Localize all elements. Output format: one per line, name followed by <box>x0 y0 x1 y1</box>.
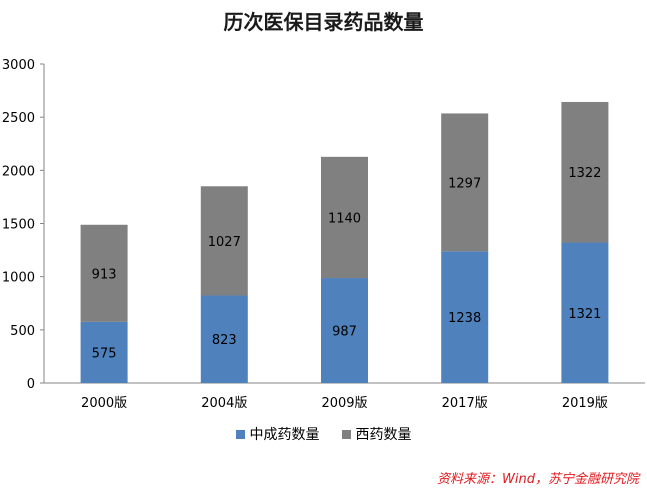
x-tick-label: 2019版 <box>562 396 608 411</box>
bar-segment <box>80 321 128 383</box>
data-label: 1322 <box>568 166 601 181</box>
y-tick-label: 0 <box>27 377 35 392</box>
data-label: 1140 <box>328 211 361 226</box>
data-label: 987 <box>332 325 357 340</box>
legend-label-chinese-medicine: 中成药数量 <box>249 427 320 443</box>
y-tick-label: 500 <box>10 324 35 339</box>
y-tick-label: 3000 <box>2 58 35 73</box>
bar-segment <box>561 242 609 383</box>
data-label: 1238 <box>448 311 481 326</box>
x-tick-label: 2009版 <box>321 396 367 411</box>
legend: 中成药数量 西药数量 <box>0 424 647 444</box>
legend-item-western-medicine: 西药数量 <box>341 424 412 444</box>
bar-segment <box>441 251 489 383</box>
bar-segment <box>561 101 609 243</box>
chart-title: 历次医保目录药品数量 <box>223 10 424 34</box>
legend-swatch-chinese-medicine <box>235 429 245 439</box>
data-label: 1027 <box>208 235 241 250</box>
data-label: 913 <box>92 267 117 282</box>
data-label: 1321 <box>568 307 601 322</box>
data-label: 1297 <box>448 176 481 191</box>
bar-segment <box>441 113 489 252</box>
bar-segment <box>200 186 248 296</box>
bar-segment <box>321 278 368 383</box>
y-tick-label: 2500 <box>2 111 35 126</box>
legend-label-western-medicine: 西药数量 <box>355 427 412 443</box>
bar-segment <box>80 224 128 322</box>
bar-segment <box>321 156 368 279</box>
y-tick-label: 1000 <box>2 271 35 286</box>
data-label: 823 <box>212 333 237 348</box>
y-tick-label: 2000 <box>2 164 35 179</box>
x-tick-label: 2017版 <box>442 396 488 411</box>
source-note: 资料来源：Wind，苏宁金融研究院 <box>437 472 639 487</box>
chart-plot: 0 500 1000 1500 2000 2500 3000 2000版 575 913 2004… <box>2 58 645 411</box>
data-label: 575 <box>92 346 117 361</box>
y-tick-label: 1500 <box>2 218 35 233</box>
legend-swatch-western-medicine <box>341 429 351 439</box>
bar-segment <box>200 295 248 383</box>
legend-item-chinese-medicine: 中成药数量 <box>235 424 320 444</box>
x-tick-label: 2004版 <box>201 396 247 411</box>
x-tick-label: 2000版 <box>81 396 127 411</box>
